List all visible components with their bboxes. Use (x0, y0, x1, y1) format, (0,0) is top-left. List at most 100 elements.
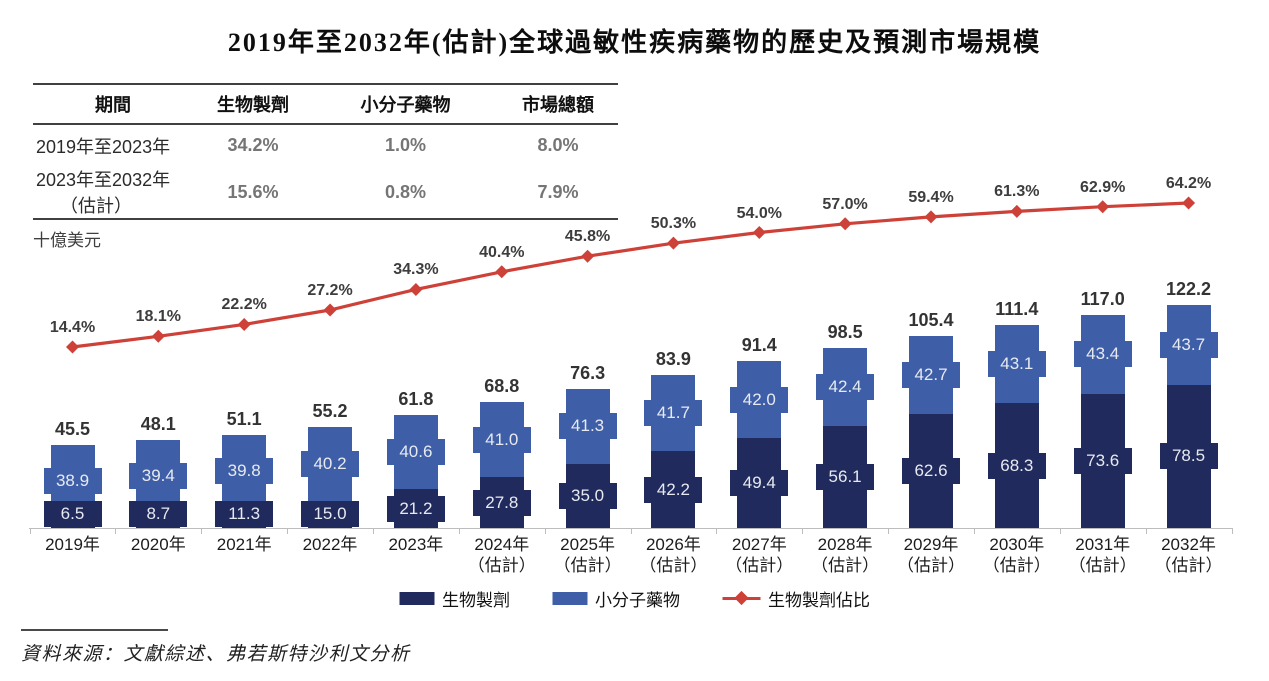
bar-total-label: 91.4 (741, 335, 777, 356)
chart-legend: 生物製劑 小分子藥物 生物製劑佔比 (399, 586, 870, 611)
bar-value-label-small-molecule: 42.7 (902, 361, 960, 388)
x-axis-label: 2030年 （估計） (967, 534, 1067, 576)
bar-value-label-biologics: 15.0 (301, 501, 359, 527)
x-axis-label: 2025年 （估計） (538, 534, 638, 576)
bar-value-label-small-molecule: 38.9 (43, 467, 102, 494)
trend-percent-label: 59.4% (908, 188, 954, 206)
trend-marker-diamond-icon (924, 210, 938, 224)
x-axis-label: 2023年 (388, 535, 444, 554)
trend-percent-label: 34.3% (393, 261, 439, 279)
trend-marker-diamond-icon (237, 317, 251, 331)
bar-total-label: 61.8 (398, 389, 434, 410)
cagr-header-small-molecule: 小分子藥物 (313, 84, 498, 125)
bar-value-label-small-molecule: 43.4 (1073, 341, 1132, 368)
cagr-biologics-1: 34.2% (227, 135, 279, 155)
x-axis-label: 2027年 （估計） (709, 534, 809, 576)
x-axis-label: 2032年 （估計） (1139, 534, 1239, 576)
bar-value-label-biologics: 11.3 (215, 501, 274, 527)
x-axis-tick (1231, 528, 1233, 534)
trend-marker-diamond-icon (151, 329, 165, 343)
bar-value-label-biologics: 8.7 (129, 501, 188, 527)
bar-value-label-small-molecule: 41.0 (472, 426, 531, 453)
cagr-period-2-line1: 2023年至2032年 (36, 170, 171, 190)
bar-total-label: 48.1 (140, 414, 176, 435)
bar-value-label-biologics: 49.4 (730, 469, 789, 496)
x-axis-label-estimate: （估計） (553, 556, 622, 575)
x-axis-tick (544, 528, 546, 534)
x-axis-label-estimate: （估計） (1068, 556, 1137, 575)
source-note: 資料來源：文獻綜述、弗若斯特沙利文分析 (21, 644, 411, 665)
bar-total-label: 45.5 (54, 419, 91, 440)
bar-value-label-biologics: 27.8 (472, 489, 531, 516)
x-axis-tick (373, 528, 374, 534)
bar-value-label-small-molecule: 42.4 (816, 373, 875, 400)
trend-marker-diamond-icon (752, 225, 766, 239)
bar-value-label-small-molecule: 41.7 (644, 399, 703, 426)
trend-marker-diamond-icon (666, 236, 680, 250)
cagr-header-biologics: 生物製劑 (193, 84, 313, 125)
x-axis-label: 2022年 (302, 535, 358, 554)
trend-percent-label: 50.3% (650, 215, 697, 233)
x-axis-label-estimate: （估計） (1154, 556, 1223, 575)
trend-percent-label: 14.4% (49, 319, 96, 336)
bar-value-label-small-molecule: 43.7 (1159, 331, 1218, 358)
bar-total-label: 83.9 (655, 348, 691, 369)
trend-percent-label: 40.4% (479, 243, 525, 261)
trend-percent-label: 57.0% (822, 195, 868, 213)
bar-total-label: 51.1 (226, 408, 262, 429)
bar-total-label: 105.4 (908, 309, 954, 330)
x-axis-tick (1145, 528, 1147, 534)
bar-value-label-small-molecule: 43.1 (987, 351, 1046, 377)
cagr-total-2: 7.9% (537, 181, 579, 202)
x-axis-label-estimate: （估計） (639, 556, 708, 575)
x-axis-tick (716, 528, 718, 534)
bar-total-label: 76.3 (570, 362, 606, 383)
bar-total-label: 68.8 (484, 376, 520, 397)
cagr-table-header-row: 期間 生物製劑 小分子藥物 市場總額 (33, 84, 618, 125)
bar-value-label-small-molecule: 42.0 (730, 386, 789, 413)
trend-percent-label: 62.9% (1080, 178, 1126, 196)
cagr-row-2019-2023: 2019年至2023年 34.2% 1.0% 8.0% (33, 124, 618, 166)
x-axis-label-estimate: （估計） (897, 556, 965, 575)
trend-marker-diamond-icon (66, 340, 79, 354)
bar-value-label-biologics: 78.5 (1159, 443, 1218, 470)
bar-value-label-small-molecule: 41.3 (558, 413, 617, 440)
x-axis-tick (458, 528, 460, 534)
x-axis-label-estimate: （估計） (467, 556, 536, 575)
trend-percent-label: 22.2% (221, 296, 267, 314)
legend-label-biologics: 生物製劑 (442, 591, 510, 610)
legend-item-small-molecule: 小分子藥物 (552, 586, 680, 611)
bar-value-label-small-molecule: 40.6 (386, 439, 445, 466)
x-axis-label-estimate: （估計） (725, 556, 794, 575)
cagr-biologics-2: 15.6% (227, 181, 279, 202)
bar-value-label-biologics: 62.6 (902, 457, 960, 484)
x-axis-tick (802, 528, 804, 534)
x-axis-label: 2020年 (130, 535, 186, 554)
x-axis-label: 2024年 （估計） (452, 534, 552, 576)
bar-total-label: 111.4 (995, 298, 1039, 319)
legend-item-biologics: 生物製劑 (399, 586, 510, 611)
trend-percent-label: 27.2% (307, 282, 353, 299)
x-axis-label: 2028年 （估計） (795, 534, 895, 576)
bar-total-label: 117.0 (1080, 288, 1125, 309)
bar-total-label: 98.5 (827, 322, 863, 343)
trend-percent-label: 64.2% (1165, 175, 1212, 192)
bar-total-label: 55.2 (312, 401, 348, 422)
trend-percent-label: 18.1% (135, 308, 181, 326)
cagr-small-molecule-2: 0.8% (384, 181, 427, 202)
bar-value-label-biologics: 56.1 (816, 463, 875, 490)
x-axis-tick (287, 528, 289, 534)
trend-marker-diamond-icon (838, 217, 852, 231)
trend-marker-diamond-icon (495, 265, 509, 279)
bar-value-label-biologics: 42.2 (644, 476, 703, 503)
trend-marker-diamond-icon (581, 249, 595, 263)
x-axis-label: 2019年 (45, 535, 100, 554)
bar-value-label-small-molecule: 40.2 (301, 450, 359, 477)
x-axis-tick (29, 528, 31, 534)
trend-percent-label: 54.0% (736, 204, 782, 222)
trend-percent-label: 45.8% (564, 228, 611, 246)
cagr-header-period: 期間 (33, 84, 193, 125)
biologics-swatch-icon (399, 592, 434, 605)
